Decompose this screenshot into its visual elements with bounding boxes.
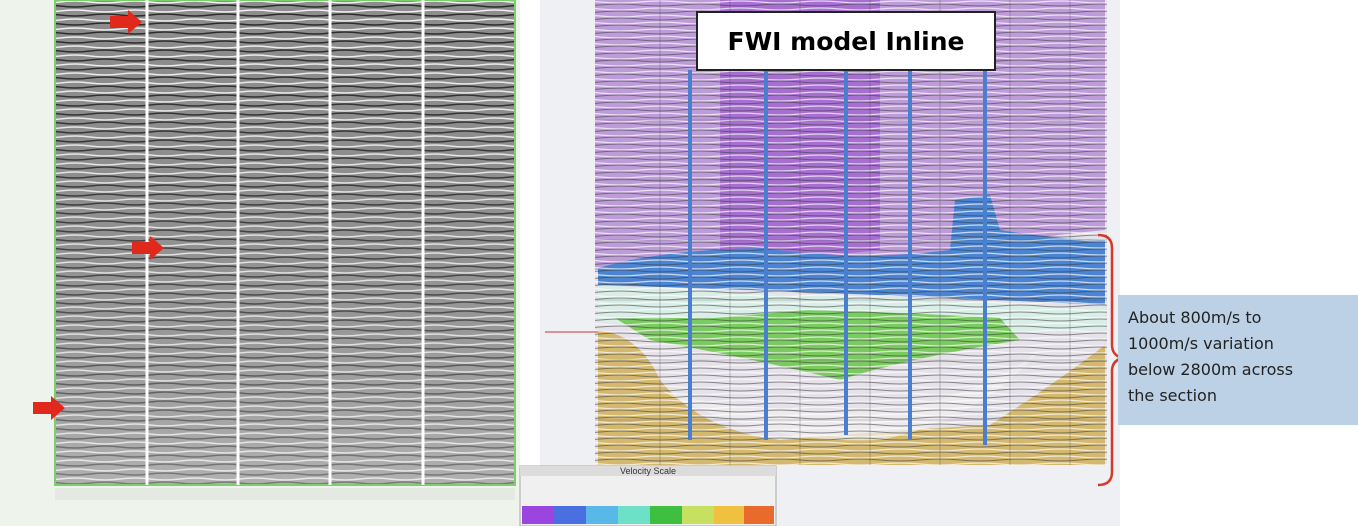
swatch bbox=[714, 506, 744, 524]
callout-line: below 2800m across bbox=[1128, 360, 1293, 379]
callout-line: About 800m/s to bbox=[1128, 308, 1261, 327]
callout-line: the section bbox=[1128, 386, 1217, 405]
swatch bbox=[586, 506, 618, 524]
swatch bbox=[554, 506, 586, 524]
callout-line: 1000m/s variation bbox=[1128, 334, 1274, 353]
swatch bbox=[650, 506, 682, 524]
swatch bbox=[618, 506, 650, 524]
screenshot: FWI model Inline Velocity Scale About 80… bbox=[0, 0, 1358, 526]
gather-shading bbox=[55, 0, 515, 485]
page: FWI model {"header": {"title": "FWI mode… bbox=[0, 0, 1358, 526]
legend-swatches bbox=[522, 506, 774, 524]
swatch bbox=[522, 506, 554, 524]
body: FWI model Inline Velocity Scale About 80… bbox=[0, 0, 1358, 526]
legend-title: Velocity Scale bbox=[620, 466, 676, 476]
title: FWI model Inline bbox=[728, 27, 965, 56]
swatch bbox=[744, 506, 774, 524]
status-bar bbox=[55, 488, 515, 500]
swatch bbox=[682, 506, 714, 524]
